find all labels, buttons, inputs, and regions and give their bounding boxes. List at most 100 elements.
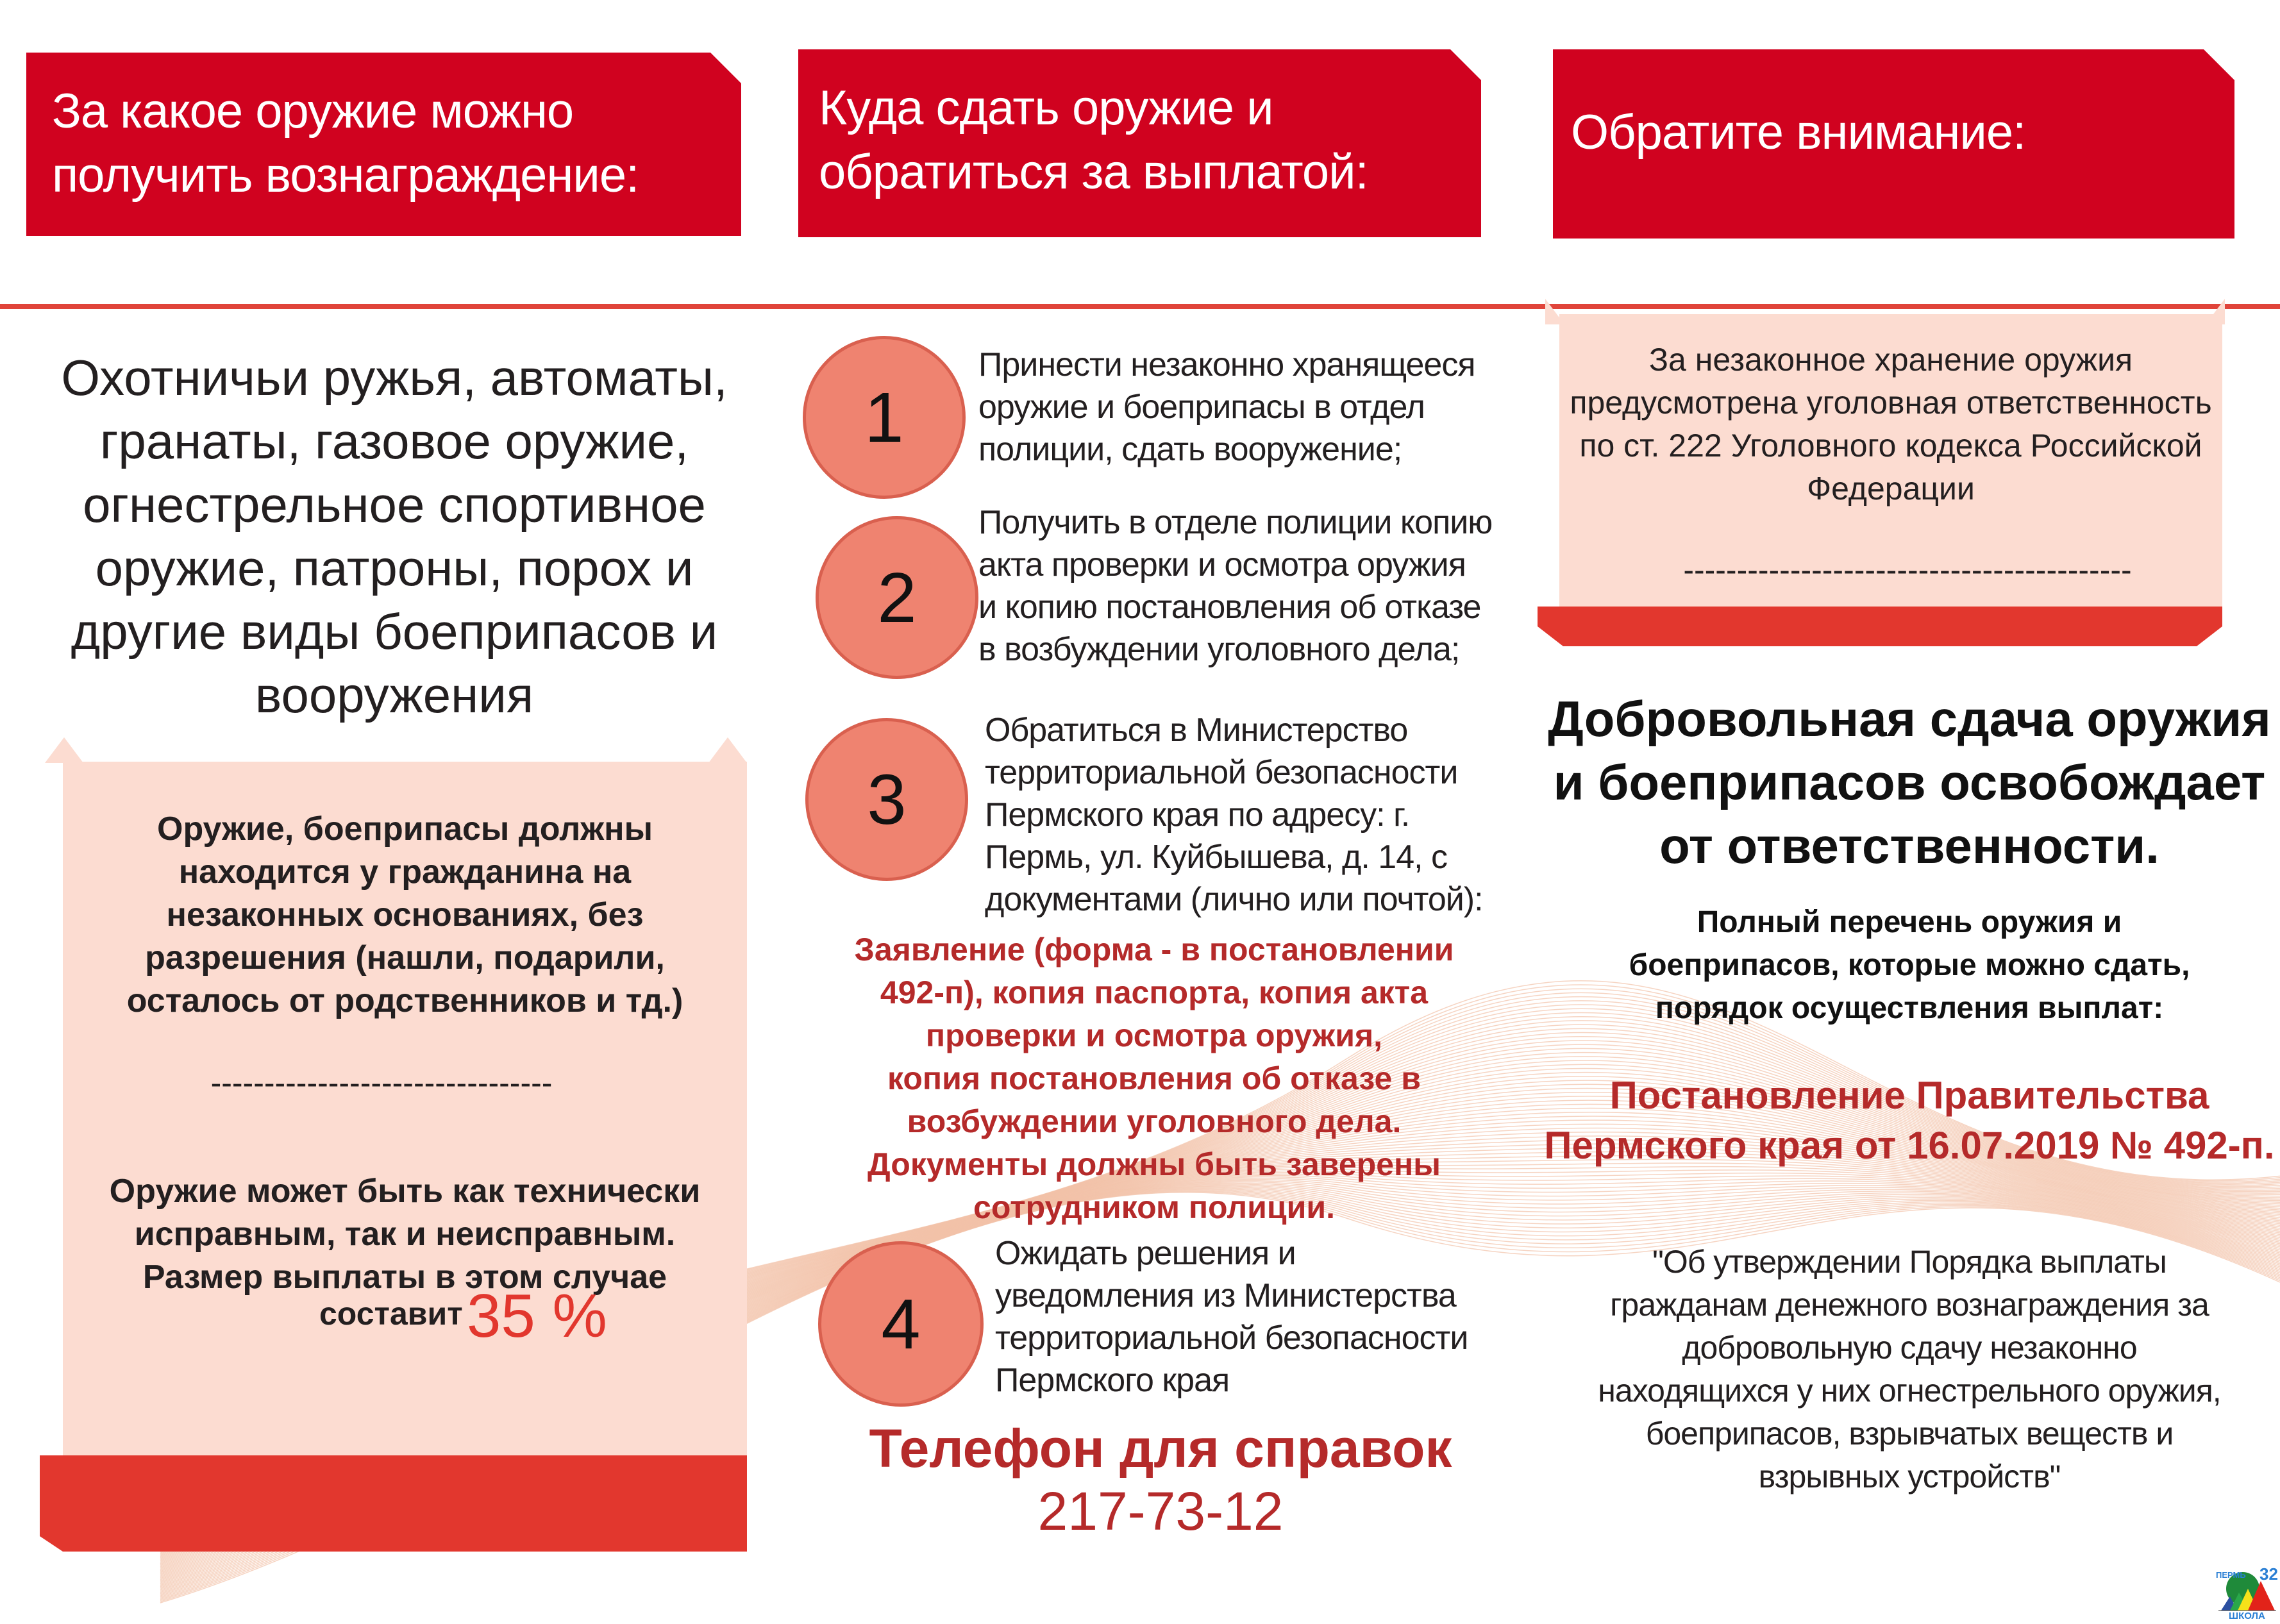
phone-label: Телефон для справок (869, 1418, 1452, 1478)
conditions-box (63, 762, 747, 1455)
notice-text: За незаконное хранение оружия предусмотр… (1559, 339, 2222, 510)
text-line: За незаконное хранение оружия (1648, 342, 2133, 378)
step-number-circle: 4 (818, 1241, 984, 1407)
text-line: возбуждении уголовного дела. (907, 1103, 1402, 1139)
text-line: Пермского края от 16.07.2019 № 492-п. (1544, 1124, 2275, 1167)
text-line: 492-п), копия паспорта, копия акта (880, 975, 1429, 1010)
text-line: Полный перечень оружия и (1697, 905, 2122, 939)
text-line: добровольную сдачу незаконно (1682, 1330, 2137, 1366)
dashed-divider: ----------------------------------------… (1683, 552, 2132, 588)
text-line: гранаты, газовое оружие, (99, 413, 689, 469)
payout-prefix: составит (319, 1296, 463, 1332)
decree-title: "Об утверждении Порядка выплаты граждана… (1539, 1241, 2280, 1498)
header-attention: Обратите внимание: (1553, 49, 2234, 239)
text-line: другие виды боеприпасов и (71, 603, 718, 660)
header-line: получить вознаграждение: (52, 148, 639, 203)
decree-reference: Постановление Правительства Пермского кр… (1539, 1071, 2280, 1171)
notice-box (1559, 314, 2222, 607)
text-line: Охотничьи ружья, автоматы, (61, 349, 728, 406)
step-2-text: Получить в отделе полиции копию акта про… (978, 501, 1493, 671)
text-line: огнестрельное спортивное (83, 476, 706, 533)
text-line: и копию постановления об отказе (978, 589, 1481, 626)
text-line: Оружие, боеприпасы должны (157, 810, 653, 848)
text-line: территориальной безопасности (995, 1319, 1468, 1357)
text-line: осталось от родственников и тд.) (126, 982, 683, 1019)
header-reward-weapons: За какое оружие можно получить вознаграж… (26, 53, 741, 236)
text-line: боеприпасов, взрывчатых веществ и (1645, 1416, 2174, 1452)
logo-school: ШКОЛА (2229, 1611, 2265, 1621)
step-4-text: Ожидать решения и уведомления из Министе… (995, 1232, 1468, 1402)
text-line: боеприпасов, которые можно сдать, (1629, 948, 2190, 982)
text-line: Постановление Правительства (1609, 1074, 2209, 1117)
text-line: Принести незаконно хранящееся (978, 346, 1476, 383)
text-line: Оружие может быть как технически (109, 1173, 701, 1210)
header-line: Обратите внимание: (1571, 105, 2026, 160)
text-line: документами (лично или почтой): (985, 881, 1484, 918)
step-number: 4 (881, 1284, 921, 1364)
text-line: Пермского края (995, 1362, 1230, 1399)
text-line: Федерации (1807, 471, 1975, 506)
header-where-to-hand-over: Куда сдать оружие и обратиться за выплат… (798, 49, 1481, 237)
text-line: оружие и боеприпасы в отдел (978, 389, 1425, 426)
text-line: порядок осуществления выплат: (1655, 991, 2164, 1025)
text-line: копия постановления об отказе в (887, 1060, 1421, 1096)
full-list-subtext: Полный перечень оружия и боеприпасов, ко… (1539, 901, 2280, 1030)
text-line: Заявление (форма - в постановлении (854, 932, 1454, 967)
step-number-circle: 3 (805, 718, 968, 881)
header-line: обратиться за выплатой: (819, 145, 1368, 199)
step-number: 3 (867, 760, 907, 839)
divider-line (0, 304, 2280, 309)
text-line: акта проверки и осмотра оружия (978, 546, 1466, 583)
text-line: Получить в отделе полиции копию (978, 504, 1493, 541)
text-line: сотрудником полиции. (973, 1189, 1335, 1225)
text-line: Обратиться в Министерство (985, 712, 1408, 749)
text-line: взрывных устройств" (1758, 1459, 2061, 1494)
header-line: За какое оружие можно (52, 84, 574, 138)
text-line: Ожидать решения и (995, 1235, 1296, 1272)
text-line: от ответственности. (1659, 817, 2159, 874)
text-line: проверки и осмотра оружия, (925, 1017, 1383, 1053)
text-line: находящихся у них огнестрельного оружия, (1598, 1373, 2221, 1409)
phone-block: Телефон для справок 217-73-12 (834, 1417, 1488, 1543)
step-number: 1 (864, 378, 904, 457)
text-line: Добровольная сдача оружия (1548, 691, 2271, 747)
text-line: вооружения (255, 667, 534, 723)
text-line: "Об утверждении Порядка выплаты (1652, 1244, 2167, 1280)
text-line: по ст. 222 Уголовного кодекса Российской (1579, 428, 2202, 464)
required-documents: Заявление (форма - в постановлении 492-п… (834, 928, 1475, 1229)
step-number-circle: 1 (803, 336, 966, 499)
step-number-circle: 2 (816, 516, 978, 679)
text-line: незаконных основаниях, без (166, 896, 644, 933)
step-number: 2 (877, 558, 917, 637)
text-line: предусмотрена уголовная ответственность (1570, 385, 2212, 421)
text-line: исправным, так и неисправным. (134, 1216, 676, 1253)
text-line: разрешения (нашли, подарили, (145, 939, 665, 976)
text-line: Пермского края по адресу: г. (985, 796, 1410, 833)
text-line: Размер выплаты в этом случае (142, 1259, 667, 1296)
conditions-box-footer-bar (40, 1455, 747, 1552)
text-line: уведомления из Министерства (995, 1277, 1457, 1314)
text-line: территориальной безопасности (985, 754, 1458, 791)
payout-text: Оружие может быть как технически исправн… (63, 1170, 747, 1299)
step-1-text: Принести незаконно хранящееся оружие и б… (978, 344, 1476, 471)
text-line: Документы должны быть заверены (868, 1146, 1441, 1182)
text-line: и боеприпасов освобождает (1553, 754, 2266, 810)
text-line: оружие, патроны, порох и (95, 540, 694, 596)
dashed-divider: -------------------------------- (210, 1065, 553, 1101)
text-line: находится у гражданина на (178, 853, 632, 891)
payout-percentage: 35 % (467, 1282, 607, 1350)
header-line: Куда сдать оружие и (819, 81, 1273, 135)
logo-number: 32 (2259, 1564, 2278, 1584)
text-line: в возбуждении уголовного дела; (978, 631, 1460, 668)
step-3-text: Обратиться в Министерство территориально… (985, 709, 1484, 921)
weapon-types-list: Охотничьи ружья, автоматы, гранаты, газо… (38, 346, 750, 727)
conditions-text: Оружие, боеприпасы должны находится у гр… (63, 808, 747, 1023)
text-line: полиции, сдать вооружение; (978, 431, 1402, 468)
school-logo-emblem (2218, 1572, 2276, 1611)
logo-city: ПЕРМЬ (2216, 1570, 2246, 1580)
text-line: гражданам денежного вознаграждения за (1610, 1287, 2209, 1323)
text-line: Пермь, ул. Куйбышева, д. 14, с (985, 839, 1448, 876)
notice-box-footer-bar (1538, 607, 2222, 646)
phone-number[interactable]: 217-73-12 (1037, 1481, 1284, 1541)
headline-voluntary-surrender: Добровольная сдача оружия и боеприпасов … (1539, 687, 2280, 878)
